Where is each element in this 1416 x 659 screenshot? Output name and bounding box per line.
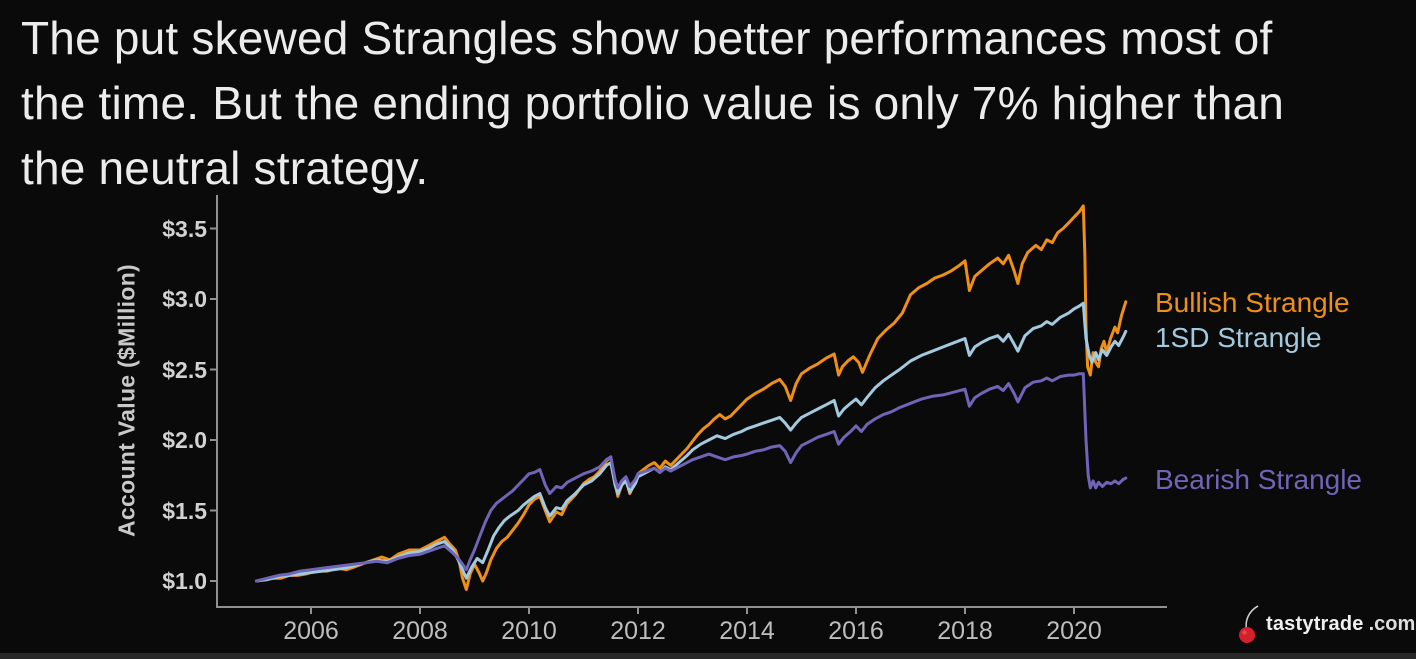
y-tick-label: $3.0 — [162, 286, 207, 312]
bottom-edge-strip — [0, 653, 1416, 659]
tastytrade-logo: tastytrade .com — [1236, 600, 1415, 648]
series-line-bullish-strangle — [255, 204, 1128, 591]
x-tick-label: 2020 — [1046, 617, 1102, 645]
x-tick-label: 2012 — [610, 617, 666, 645]
cherry-icon — [1239, 605, 1259, 643]
legend-label-bullish-strangle: Bullish Strangle — [1155, 287, 1350, 318]
y-tick-label: $1.5 — [162, 497, 207, 524]
x-tick-label: 2018 — [937, 617, 993, 645]
x-tick-label: 2006 — [283, 617, 339, 645]
headline-line-1: The put skewed Strangles show better per… — [21, 12, 1273, 64]
legend-label-1sd-strangle: 1SD Strangle — [1155, 322, 1322, 353]
x-tick-label: 2008 — [392, 617, 448, 645]
y-tick-label: $3.5 — [162, 215, 207, 242]
headline: The put skewed Strangles show better per… — [21, 6, 1411, 201]
x-tick-label: 2014 — [719, 617, 775, 645]
y-tick-label: $2.5 — [162, 356, 207, 383]
x-tick-label: 2010 — [501, 617, 557, 645]
x-tick-label: 2016 — [828, 617, 884, 645]
headline-line-2: the time. But the ending portfolio value… — [21, 77, 1285, 129]
headline-line-3: the neutral strategy. — [21, 142, 429, 194]
series-line-1sd-strangle — [255, 301, 1128, 583]
y-tick-label: $2.0 — [162, 427, 207, 453]
series-line-bearish-strangle — [255, 372, 1128, 583]
legend-label-bearish-strangle: Bearish Strangle — [1155, 464, 1363, 495]
y-tick-label: $1.0 — [162, 568, 207, 594]
logo-suffix-text: .com — [1368, 612, 1416, 635]
logo-brand-text: tastytrade — [1266, 612, 1364, 635]
